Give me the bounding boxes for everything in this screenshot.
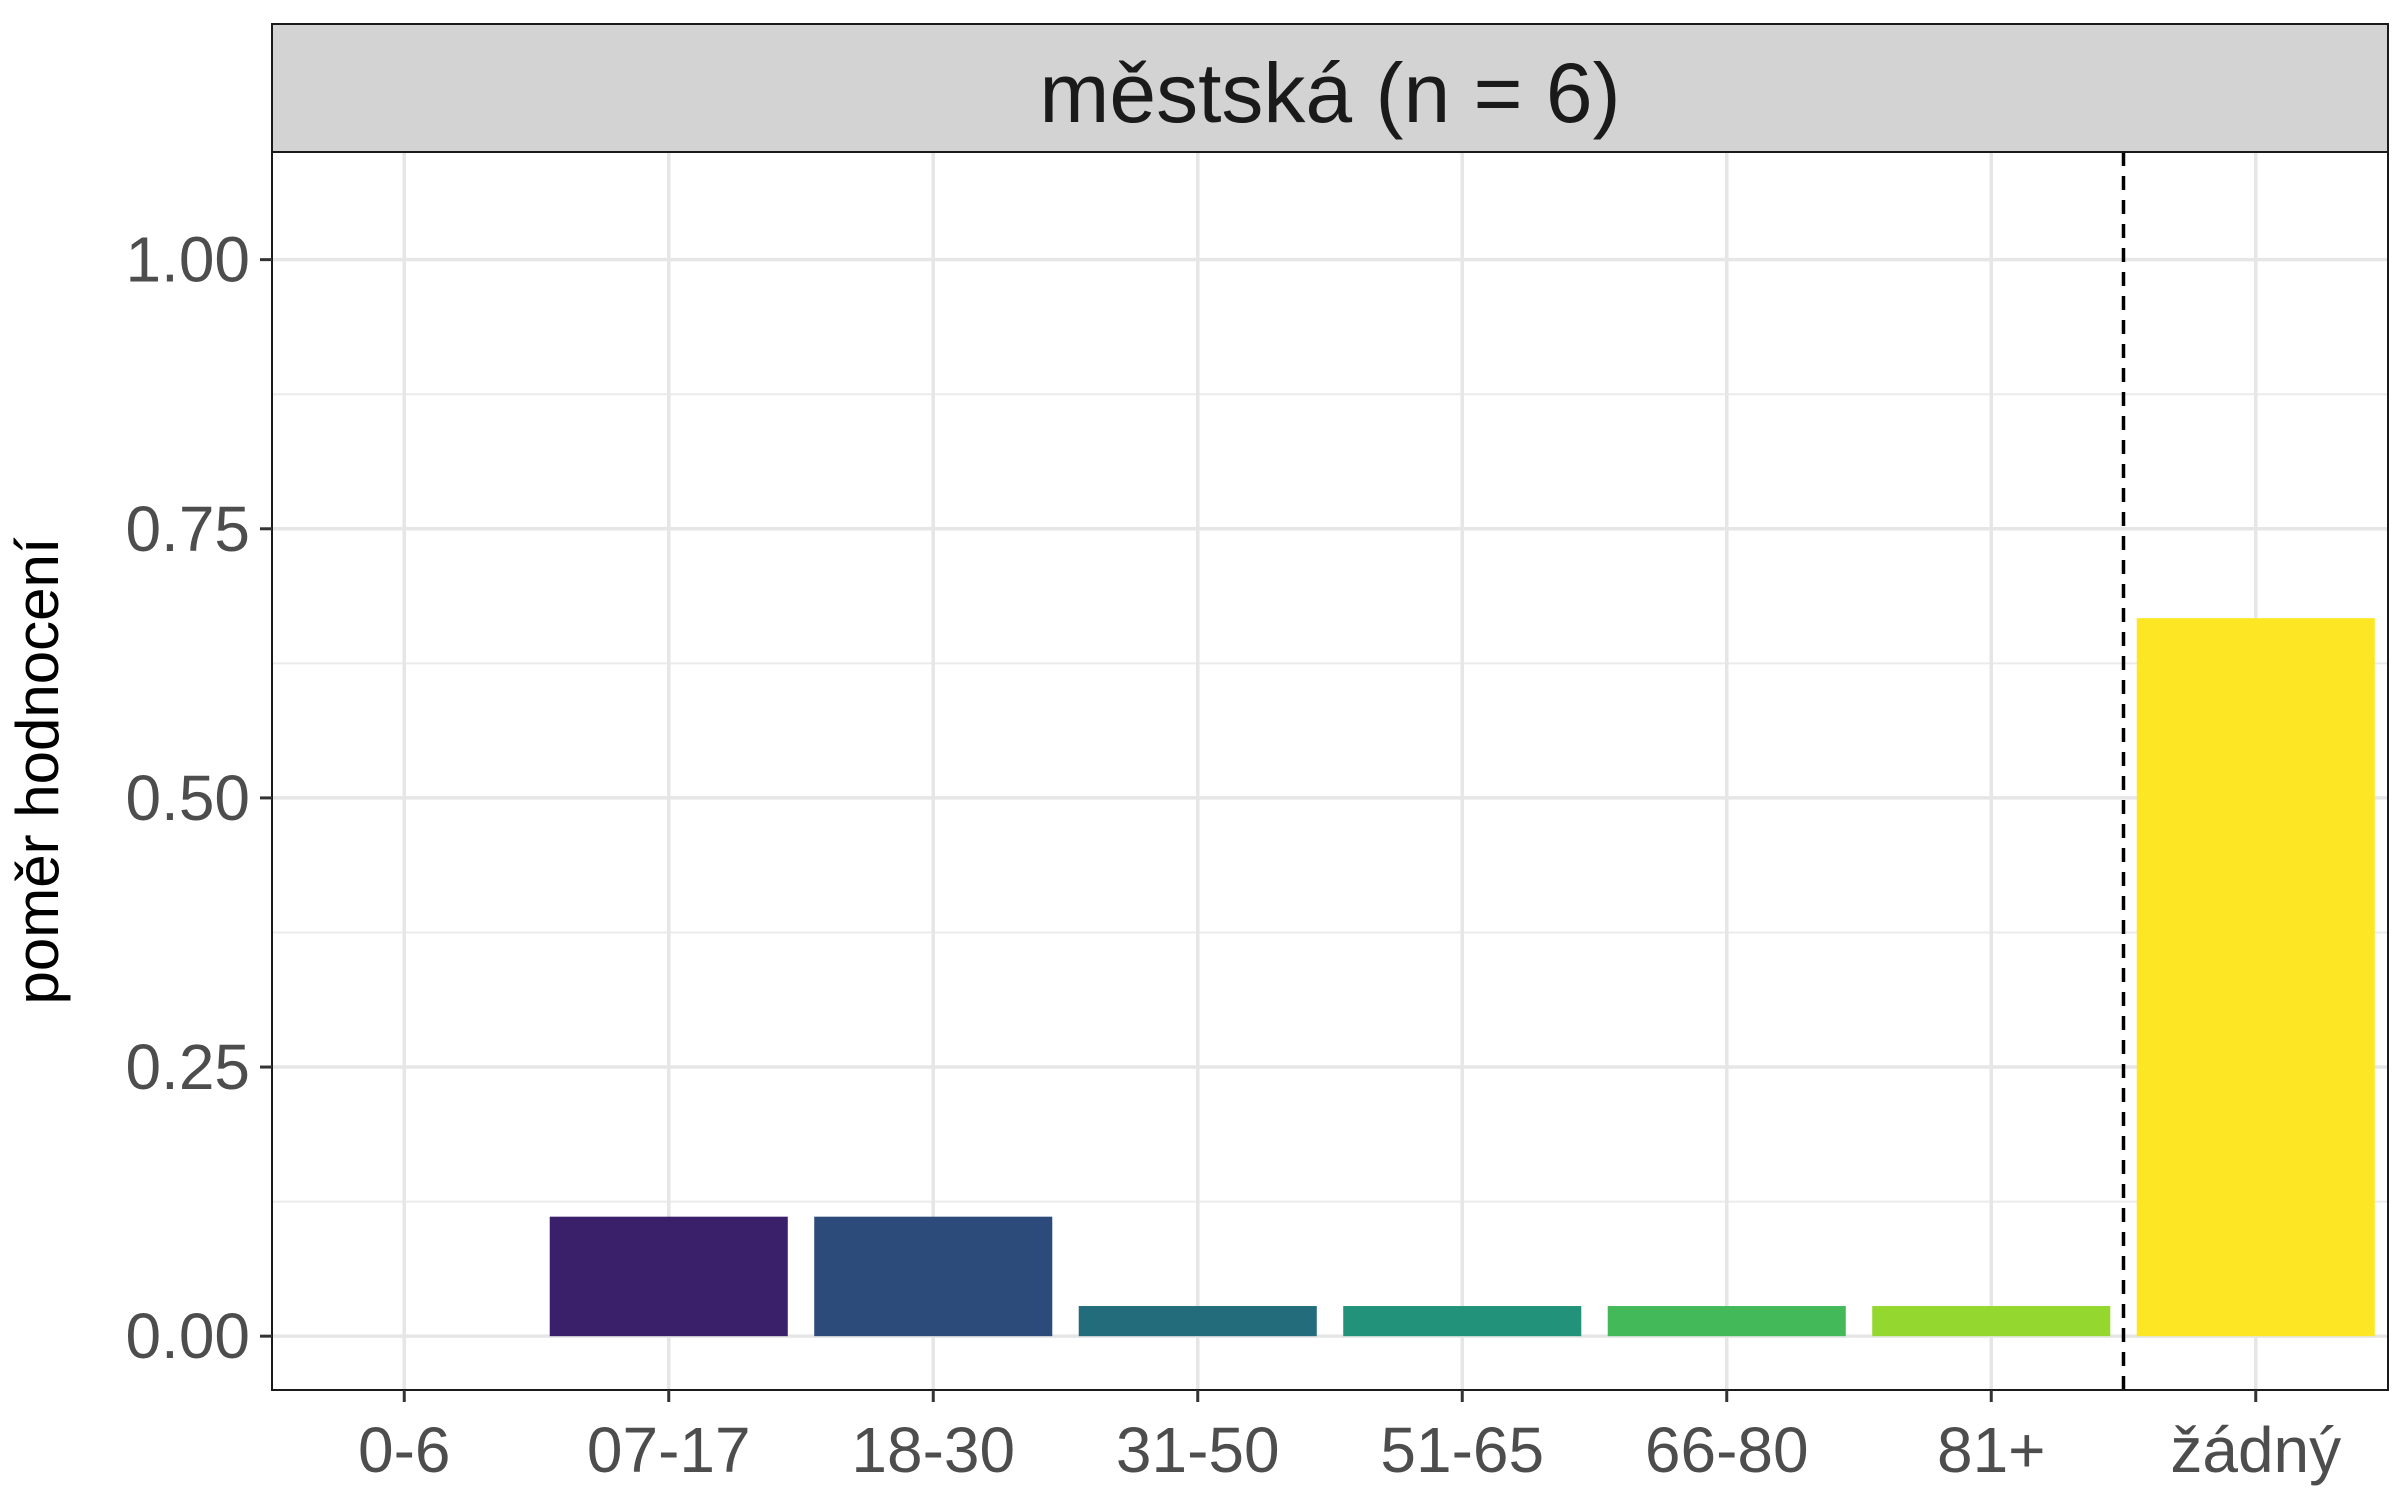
chart-title: městská (n = 6) [1039, 46, 1620, 140]
y-tick-label: 0.00 [125, 1300, 250, 1372]
bar-51-65 [1343, 1306, 1582, 1337]
x-tick-label: 18-30 [851, 1414, 1015, 1486]
bar-07-17 [549, 1216, 788, 1337]
bar-81+ [1872, 1306, 2111, 1337]
bar-31-50 [1078, 1306, 1317, 1337]
y-axis-title: poměr hodnocení [4, 537, 71, 1004]
bar-18-30 [814, 1216, 1053, 1337]
x-axis: 0-6 07-17 18-30 31-50 51-65 66-80 81+ žádný [358, 1390, 2341, 1486]
x-tick-label: 66-80 [1645, 1414, 1809, 1486]
x-tick-label: 51-65 [1380, 1414, 1544, 1486]
x-tick-label: žádný [2170, 1414, 2341, 1486]
plot-panel [272, 152, 2388, 1390]
x-tick-label: 0-6 [358, 1414, 451, 1486]
y-tick-label: 1.00 [125, 224, 250, 296]
bar-66-80 [1607, 1306, 1846, 1337]
panel-border [271, 151, 2389, 1391]
strip-background [271, 23, 2389, 153]
x-tick-label: 31-50 [1116, 1414, 1280, 1486]
x-tick-label: 07-17 [587, 1414, 751, 1486]
y-tick-label: 0.50 [125, 762, 250, 834]
bars [549, 618, 2375, 1337]
y-tick-label: 0.75 [125, 493, 250, 565]
gridlines [272, 152, 2388, 1390]
y-axis: 0.00 0.25 0.50 0.75 1.00 [125, 224, 272, 1372]
x-tick-label: 81+ [1937, 1414, 2046, 1486]
bar-žádný [2136, 618, 2375, 1337]
y-tick-label: 0.25 [125, 1031, 250, 1103]
